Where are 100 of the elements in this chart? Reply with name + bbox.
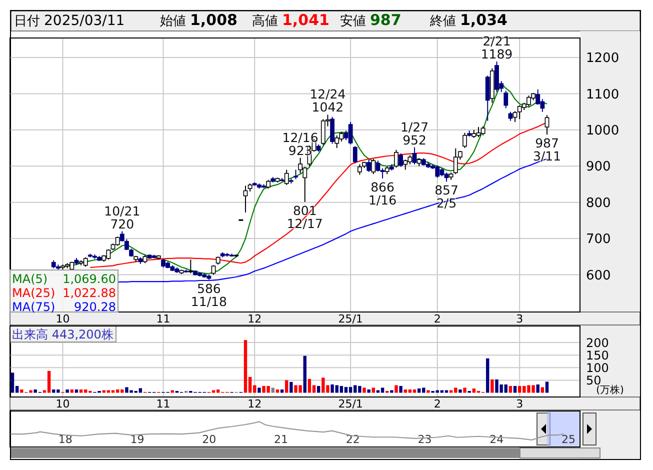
y-tick-label: 700 bbox=[586, 232, 611, 248]
bar bbox=[376, 390, 380, 393]
text: 始値 1,008 bbox=[160, 11, 238, 29]
candlestick bbox=[462, 132, 467, 149]
y-tick-label: 1000 bbox=[586, 123, 620, 138]
annotation: 586 11/18 bbox=[190, 280, 227, 309]
candlestick bbox=[480, 126, 486, 136]
x-tick-label: 10 bbox=[56, 312, 70, 326]
x-tick-label: 19 bbox=[130, 433, 144, 446]
candlestick bbox=[536, 88, 540, 106]
annotation: 1/27 952 bbox=[400, 119, 429, 148]
bar bbox=[486, 358, 490, 393]
y-tick-label: 1100 bbox=[586, 87, 620, 102]
candlestick bbox=[376, 160, 380, 172]
candlestick bbox=[284, 169, 289, 186]
y-tick-label: 200 bbox=[586, 336, 609, 350]
candlestick bbox=[394, 149, 398, 168]
y-tick-label: 800 bbox=[586, 196, 611, 211]
bar bbox=[444, 390, 448, 393]
candlestick bbox=[366, 159, 372, 172]
bar bbox=[463, 388, 466, 393]
candlestick bbox=[115, 236, 120, 246]
x-tick-label: 23 bbox=[418, 433, 432, 446]
annotation: 2/21 1189 bbox=[480, 34, 513, 62]
candlestick bbox=[188, 259, 193, 274]
bar bbox=[29, 390, 32, 393]
annotation: 10/21 720 bbox=[104, 203, 140, 232]
annotation: 987 3/11 bbox=[532, 136, 562, 164]
candlestick bbox=[330, 116, 334, 144]
bar bbox=[303, 356, 306, 393]
x-tick-label: 2 bbox=[434, 397, 441, 410]
chart-title: 出来高 443,200株 bbox=[12, 328, 114, 342]
bar bbox=[426, 390, 430, 393]
bar bbox=[285, 380, 288, 393]
x-tick-label: 20 bbox=[202, 433, 216, 446]
bar bbox=[66, 389, 69, 393]
bar bbox=[449, 390, 453, 393]
x-tick-label: 3 bbox=[516, 397, 524, 410]
bar bbox=[513, 386, 517, 393]
bar bbox=[244, 340, 248, 393]
bar bbox=[212, 390, 216, 393]
candlestick bbox=[298, 157, 303, 174]
y-tick-label: 600 bbox=[586, 268, 611, 284]
bar bbox=[367, 389, 370, 393]
text: 高値 1,041 bbox=[252, 11, 330, 29]
text: MA(75) 920.28 bbox=[12, 300, 116, 314]
x-tick-label: 10 bbox=[56, 397, 70, 410]
bar bbox=[111, 390, 115, 393]
candlestick bbox=[348, 121, 353, 145]
bar bbox=[170, 390, 174, 393]
x-tick-label: 11 bbox=[156, 397, 170, 410]
x-tick-label: 25 bbox=[562, 433, 576, 446]
y-tick-label: 100 bbox=[586, 360, 609, 375]
x-tick-label: 12 bbox=[248, 312, 262, 326]
candlestick bbox=[544, 114, 550, 136]
bar bbox=[258, 388, 261, 393]
candlestick bbox=[352, 146, 358, 164]
candlestick bbox=[83, 256, 88, 268]
candlestick bbox=[508, 111, 513, 122]
annotation: 12/24 1042 bbox=[310, 86, 346, 115]
candlestick bbox=[485, 75, 490, 122]
x-tick-label: 21 bbox=[274, 433, 288, 446]
bar bbox=[394, 385, 398, 393]
bar bbox=[47, 370, 51, 393]
bar bbox=[106, 390, 110, 393]
y-tick-label: 1200 bbox=[586, 51, 620, 66]
bar bbox=[508, 386, 512, 393]
y-tick-label: 150 bbox=[586, 348, 609, 362]
candlestick bbox=[398, 152, 404, 168]
candlestick bbox=[120, 230, 124, 242]
text: MA(5) 1,069.60 bbox=[12, 272, 116, 286]
bar bbox=[458, 389, 462, 393]
x-tick-label: 11 bbox=[156, 312, 170, 326]
bar bbox=[540, 387, 544, 393]
candlestick bbox=[504, 90, 508, 109]
x-tick-label: 3 bbox=[516, 312, 524, 326]
text: 終値 1,034 bbox=[429, 11, 508, 29]
text: 安値 987 bbox=[340, 11, 402, 29]
bar bbox=[372, 388, 375, 393]
x-tick-label: 25/1 bbox=[338, 397, 363, 410]
x-tick-label: 25/1 bbox=[338, 312, 363, 326]
bar bbox=[399, 386, 402, 393]
bar bbox=[10, 372, 14, 393]
bar bbox=[308, 378, 312, 393]
series-label: MA(25) 1,022.88 bbox=[12, 286, 116, 300]
bar bbox=[316, 386, 320, 393]
bar bbox=[290, 382, 293, 393]
bar bbox=[390, 390, 394, 393]
bar bbox=[440, 390, 444, 393]
candlestick bbox=[294, 169, 298, 180]
x-tick-label: 18 bbox=[58, 433, 72, 446]
x-tick-label: 2 bbox=[434, 312, 441, 326]
candlestick bbox=[371, 158, 376, 175]
annotation: 866 1/16 bbox=[368, 179, 397, 208]
x-tick-label: 12 bbox=[248, 397, 262, 410]
candlestick bbox=[403, 159, 408, 170]
candlestick bbox=[512, 110, 518, 122]
candlestick bbox=[334, 134, 340, 149]
candlestick bbox=[412, 146, 417, 165]
bar bbox=[340, 386, 344, 393]
